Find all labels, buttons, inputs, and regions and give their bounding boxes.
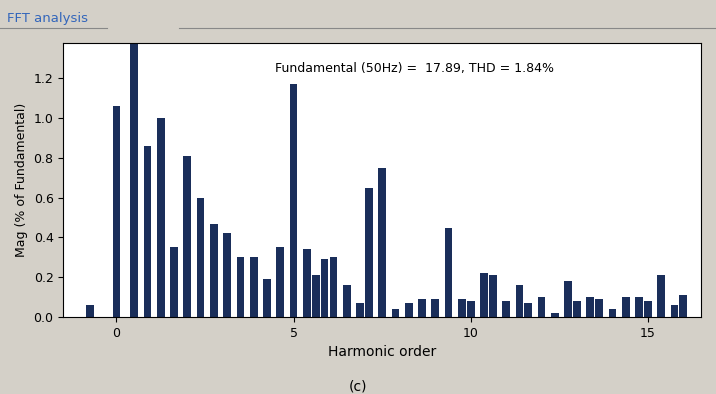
Bar bbox=[502, 301, 510, 317]
Bar bbox=[595, 299, 603, 317]
Text: Fundamental (50Hz) =  17.89, THD = 1.84%: Fundamental (50Hz) = 17.89, THD = 1.84% bbox=[274, 62, 553, 75]
Bar bbox=[365, 188, 373, 317]
X-axis label: Harmonic order: Harmonic order bbox=[328, 345, 436, 359]
Bar bbox=[86, 305, 94, 317]
Bar bbox=[670, 305, 678, 317]
Bar bbox=[445, 227, 453, 317]
Bar bbox=[679, 295, 687, 317]
Bar bbox=[356, 303, 364, 317]
Bar bbox=[609, 309, 616, 317]
Bar bbox=[524, 303, 532, 317]
Y-axis label: Mag (% of Fundamental): Mag (% of Fundamental) bbox=[15, 103, 28, 257]
Bar bbox=[276, 247, 284, 317]
Bar bbox=[418, 299, 426, 317]
Bar bbox=[489, 275, 497, 317]
Bar bbox=[263, 279, 271, 317]
Bar bbox=[516, 285, 523, 317]
Bar bbox=[621, 297, 629, 317]
Text: (c): (c) bbox=[349, 379, 367, 393]
Bar bbox=[392, 309, 400, 317]
Bar bbox=[405, 303, 412, 317]
Bar bbox=[378, 168, 386, 317]
Bar bbox=[564, 281, 572, 317]
Bar bbox=[586, 297, 594, 317]
Bar bbox=[431, 299, 439, 317]
Bar bbox=[573, 301, 581, 317]
Bar bbox=[657, 275, 665, 317]
Bar bbox=[458, 299, 465, 317]
Bar bbox=[290, 84, 297, 317]
Bar bbox=[480, 273, 488, 317]
Bar bbox=[130, 39, 138, 317]
Bar bbox=[551, 313, 558, 317]
Bar bbox=[143, 146, 151, 317]
Bar bbox=[311, 275, 319, 317]
Bar bbox=[197, 198, 205, 317]
Bar bbox=[321, 259, 329, 317]
Bar bbox=[538, 297, 546, 317]
Text: FFT analysis: FFT analysis bbox=[7, 12, 88, 25]
Bar bbox=[250, 257, 258, 317]
Bar bbox=[157, 118, 165, 317]
Bar bbox=[112, 106, 120, 317]
Bar bbox=[170, 247, 178, 317]
Bar bbox=[329, 257, 337, 317]
Bar bbox=[236, 257, 244, 317]
Bar bbox=[635, 297, 643, 317]
Bar bbox=[644, 301, 652, 317]
Bar bbox=[467, 301, 475, 317]
Bar bbox=[210, 223, 218, 317]
Bar bbox=[343, 285, 351, 317]
Bar bbox=[303, 249, 311, 317]
Bar bbox=[183, 156, 191, 317]
Bar bbox=[223, 234, 231, 317]
